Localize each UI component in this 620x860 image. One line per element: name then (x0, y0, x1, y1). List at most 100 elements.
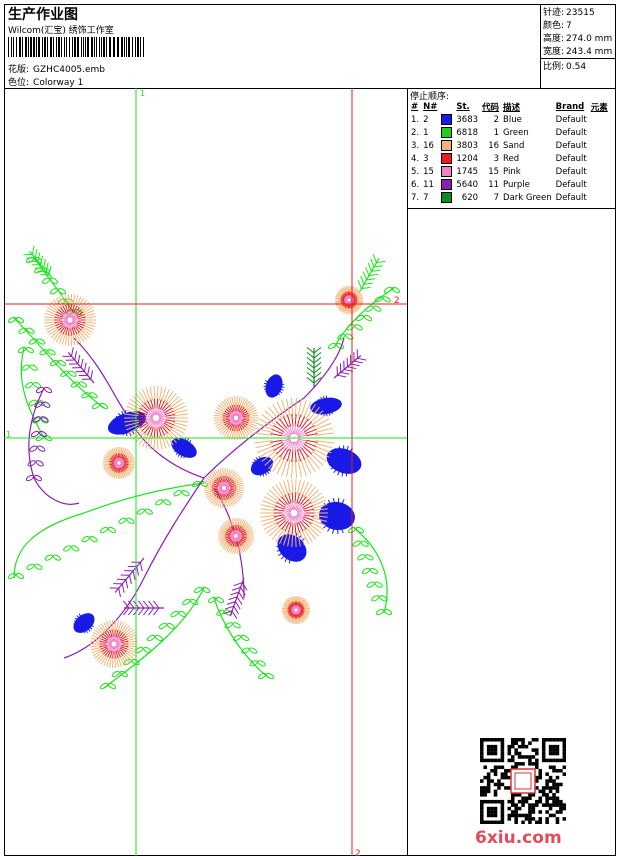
colorway-row: 色位: Colorway 1 (8, 75, 83, 88)
row-code: 7 (493, 192, 500, 203)
guide-label-h2: 2 (394, 296, 400, 306)
barcode (8, 37, 144, 57)
col-element: 元素 (590, 103, 608, 113)
row-description: Red (503, 153, 520, 164)
row-description: Dark Green (503, 192, 552, 203)
stop-sequence-title: 停止顺序: (410, 92, 450, 102)
row-description: Sand (503, 140, 525, 151)
color-swatch (441, 140, 453, 151)
row-index: 7. (411, 192, 420, 203)
guide-label-v2: 2 (355, 849, 361, 856)
color-swatch (441, 153, 453, 164)
watermark-logo: 6xiu.com (475, 828, 562, 848)
row-needle: 1 (423, 127, 429, 138)
row-code: 11 (488, 179, 500, 190)
stat-scale: 比例: 0.54 (543, 62, 587, 72)
company-name: Wilcom(汇宝) 绣饰工作室 (8, 26, 114, 36)
table-row: 2. 1 6818 1 Green Default (409, 126, 610, 139)
row-stitches: 1745 (456, 166, 479, 177)
row-element (589, 126, 610, 139)
row-brand: Default (555, 153, 587, 164)
row-stitches: 3683 (456, 114, 479, 125)
col-stitches: St. (456, 102, 470, 112)
page-title: 生产作业图 (8, 7, 78, 23)
row-swatch (439, 113, 454, 126)
color-swatch (441, 127, 453, 138)
stats-row-divider (540, 58, 616, 59)
design-value: GZHC4005.emb (33, 65, 106, 75)
color-list-divider (407, 208, 616, 209)
row-needle: 2 (423, 114, 429, 125)
row-stitches: 3803 (456, 140, 479, 151)
row-index: 2. (411, 127, 420, 138)
guide-label-v1: 1 (140, 89, 145, 98)
table-row: 1. 2 3683 2 Blue Default (409, 113, 610, 126)
row-stitches: 5640 (456, 179, 479, 190)
row-brand: Default (555, 114, 587, 125)
qr-code (480, 738, 566, 824)
row-element (589, 139, 610, 152)
row-swatch (439, 191, 454, 204)
stat-height: 高度: 274.0 mm (543, 34, 613, 44)
color-swatch (441, 114, 453, 125)
color-swatch (441, 179, 453, 190)
row-code: 2 (493, 114, 500, 125)
row-brand: Default (555, 166, 587, 177)
row-swatch (439, 178, 454, 191)
row-description: Blue (503, 114, 522, 125)
row-needle: 11 (423, 179, 434, 190)
color-swatch (441, 192, 453, 203)
row-brand: Default (555, 127, 587, 138)
row-description: Purple (503, 179, 530, 190)
row-code: 16 (488, 140, 500, 151)
row-brand: Default (555, 140, 587, 151)
row-needle: 7 (423, 192, 429, 203)
row-element (589, 191, 610, 204)
row-needle: 16 (423, 140, 434, 151)
design-panel-divider (407, 88, 408, 856)
row-index: 5. (411, 166, 420, 177)
table-header-row: # N# St. 代码 描述 Brand 元素 (409, 101, 610, 113)
row-code: 15 (488, 166, 500, 177)
row-stitches: 6818 (456, 127, 479, 138)
row-code: 1 (493, 127, 500, 138)
col-code: 代码 (482, 103, 500, 113)
table-row: 7. 7 620 7 Dark Green Default (409, 191, 610, 204)
stats-divider (540, 4, 541, 88)
row-description: Pink (503, 166, 521, 177)
row-swatch (439, 126, 454, 139)
design-file-row: 花版: GZHC4005.emb (8, 62, 105, 75)
row-stitches: 620 (461, 192, 479, 203)
sheet-frame (4, 4, 616, 856)
row-swatch (439, 165, 454, 178)
col-description: 描述 (503, 103, 521, 113)
embroidery-design-canvas: 1 2 1 2 (4, 88, 407, 856)
col-brand: Brand (555, 102, 585, 112)
header-divider (4, 88, 616, 89)
table-row: 5. 15 1745 15 Pink Default (409, 165, 610, 178)
row-code: 3 (493, 153, 500, 164)
col-needle: N# (423, 102, 438, 112)
table-row: 6. 11 5640 11 Purple Default (409, 178, 610, 191)
guide-label-h1: 1 (6, 430, 11, 439)
colorway-value: Colorway 1 (33, 78, 84, 88)
row-element (589, 165, 610, 178)
row-index: 6. (411, 179, 420, 190)
row-index: 1. (411, 114, 420, 125)
color-sequence-table: # N# St. 代码 描述 Brand 元素 1. 2 3683 2 Blue Defa… (409, 101, 610, 204)
col-index: # (411, 102, 419, 112)
color-swatch (441, 166, 453, 177)
row-element (589, 152, 610, 165)
stat-width: 宽度: 243.4 mm (543, 47, 613, 57)
row-index: 4. (411, 153, 420, 164)
row-needle: 3 (423, 153, 429, 164)
table-row: 4. 3 1204 3 Red Default (409, 152, 610, 165)
row-index: 3. (411, 140, 420, 151)
row-needle: 15 (423, 166, 434, 177)
row-stitches: 1204 (456, 153, 479, 164)
stat-colors: 颜色: 7 (543, 21, 572, 31)
row-brand: Default (555, 192, 587, 203)
row-brand: Default (555, 179, 587, 190)
table-row: 3. 16 3803 16 Sand Default (409, 139, 610, 152)
row-description: Green (503, 127, 529, 138)
